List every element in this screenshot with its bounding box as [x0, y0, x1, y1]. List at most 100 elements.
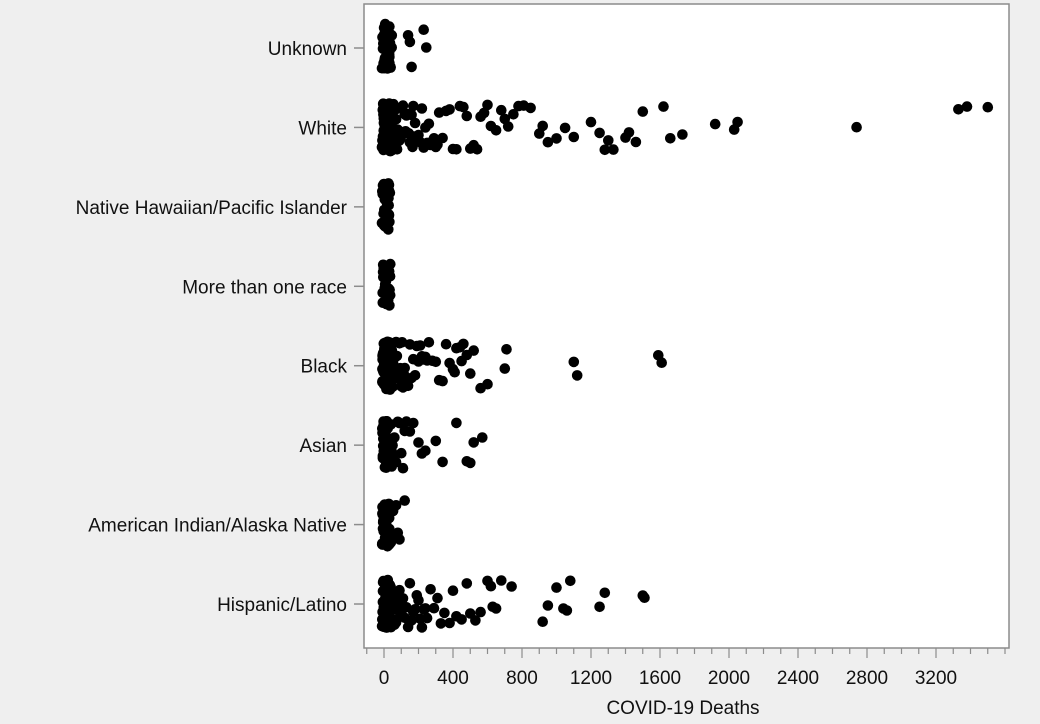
- point-black: [430, 356, 442, 368]
- point-asian: [408, 417, 419, 429]
- point-hispanic-latino: [397, 593, 409, 604]
- point-hispanic-latino: [428, 602, 440, 614]
- point-white: [406, 109, 417, 121]
- point-hispanic-latino: [406, 615, 417, 626]
- point-asian: [430, 435, 442, 447]
- point-native-hawaiian-pacific-islander: [378, 178, 390, 190]
- point-white: [525, 102, 536, 114]
- point-hispanic-latino: [456, 614, 467, 625]
- point-white: [471, 144, 483, 155]
- point-white: [982, 101, 994, 113]
- category-label-white: White: [298, 118, 347, 139]
- point-white: [623, 127, 635, 138]
- point-white: [732, 116, 743, 128]
- point-unknown: [379, 18, 391, 30]
- x-tick-label: 400: [437, 668, 469, 689]
- point-black: [399, 362, 411, 374]
- point-white: [437, 132, 448, 144]
- point-hispanic-latino: [639, 592, 650, 603]
- point-american-indian-alaska-native: [399, 495, 411, 506]
- point-black: [437, 375, 448, 387]
- point-american-indian-alaska-native: [390, 500, 402, 511]
- point-white: [953, 104, 964, 115]
- point-more-than-one-race: [384, 300, 395, 311]
- point-white: [677, 129, 688, 140]
- point-unknown: [406, 61, 417, 73]
- point-white: [409, 117, 421, 129]
- point-white: [423, 118, 435, 130]
- point-white: [482, 99, 493, 111]
- category-label-more-than-one-race: More than one race: [182, 277, 347, 298]
- point-white: [599, 144, 611, 156]
- point-white: [461, 110, 473, 122]
- point-black: [465, 368, 476, 379]
- point-unknown: [383, 61, 395, 72]
- point-asian: [389, 432, 400, 443]
- point-white: [665, 133, 676, 144]
- point-black: [423, 337, 435, 348]
- plot-frame: [363, 3, 1010, 649]
- x-axis: 0 400 800 1200 1600 2000 2400 2800 3200: [366, 648, 1006, 689]
- point-unknown: [386, 42, 398, 53]
- point-native-hawaiian-pacific-islander: [382, 213, 394, 225]
- point-hispanic-latino: [404, 578, 416, 589]
- x-tick-label: 2800: [846, 668, 888, 689]
- point-hispanic-latino: [561, 605, 573, 616]
- point-black: [440, 338, 452, 350]
- point-white: [658, 101, 669, 112]
- point-asian: [451, 417, 462, 429]
- point-black: [468, 345, 480, 356]
- point-hispanic-latino: [425, 584, 436, 595]
- point-hispanic-latino: [420, 603, 431, 614]
- point-white: [709, 118, 721, 130]
- point-more-than-one-race: [384, 289, 396, 301]
- point-hispanic-latino: [565, 575, 576, 587]
- point-black: [414, 340, 426, 351]
- point-white: [551, 133, 562, 144]
- point-white: [851, 121, 862, 133]
- point-black: [449, 366, 461, 378]
- category-label-unknown: Unknown: [268, 39, 347, 60]
- point-hispanic-latino: [461, 578, 473, 589]
- point-native-hawaiian-pacific-islander: [379, 204, 390, 216]
- point-hispanic-latino: [447, 585, 459, 596]
- point-asian: [397, 462, 409, 474]
- point-hispanic-latino: [409, 604, 421, 615]
- point-asian: [420, 445, 431, 457]
- x-tick-label: 2400: [777, 668, 819, 689]
- point-hispanic-latino: [542, 600, 554, 611]
- point-white: [508, 109, 519, 120]
- point-unknown: [386, 30, 398, 41]
- point-black: [458, 338, 469, 350]
- point-unknown: [418, 24, 430, 35]
- x-tick-label: 2000: [708, 668, 750, 689]
- category-label-native-hawaiian-pacific-islander: Native Hawaiian/Pacific Islander: [76, 198, 348, 219]
- point-unknown: [404, 36, 416, 48]
- point-asian: [465, 457, 476, 469]
- point-hispanic-latino: [435, 618, 447, 629]
- point-black: [482, 378, 493, 390]
- data-points: [376, 18, 994, 633]
- x-tick-label: 1200: [570, 668, 612, 689]
- x-axis-title: COVID-19 Deaths: [606, 698, 759, 719]
- point-black: [499, 363, 511, 374]
- point-white: [502, 121, 514, 132]
- point-black: [402, 380, 414, 392]
- point-asian: [437, 456, 448, 468]
- point-white: [594, 127, 605, 139]
- point-hispanic-latino: [496, 575, 507, 586]
- point-asian: [477, 432, 488, 443]
- x-tick-label: 800: [506, 668, 538, 689]
- point-hispanic-latino: [416, 622, 428, 633]
- point-black: [391, 350, 403, 362]
- point-asian: [404, 426, 416, 437]
- point-white: [490, 125, 502, 136]
- point-hispanic-latino: [413, 595, 424, 606]
- point-white: [391, 144, 403, 155]
- point-white: [568, 131, 580, 143]
- point-white: [458, 101, 469, 113]
- point-white: [397, 100, 409, 111]
- point-hispanic-latino: [506, 581, 517, 592]
- point-hispanic-latino: [551, 582, 562, 593]
- point-hispanic-latino: [444, 617, 455, 629]
